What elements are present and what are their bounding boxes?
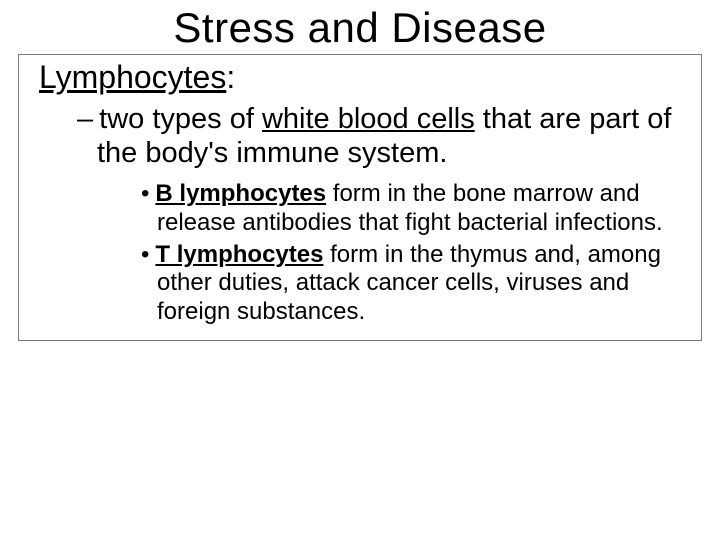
bullet-icon: •: [141, 180, 155, 207]
def-underlined: white blood cells: [262, 103, 475, 135]
term-suffix: :: [226, 59, 235, 95]
def-dash: –: [77, 103, 99, 135]
slide: Stress and Disease Lymphocytes: –two typ…: [0, 4, 720, 544]
sub-item-1: •B lymphocytes form in the bone marrow a…: [157, 180, 681, 237]
slide-title: Stress and Disease: [0, 4, 720, 52]
sub2-bold: T lymphocytes: [155, 241, 323, 268]
def-pre: two types of: [99, 103, 262, 135]
sub-item-2: •T lymphocytes form in the thymus and, a…: [157, 241, 681, 326]
term-underlined: Lymphocytes: [39, 59, 226, 95]
definition-line: –two types of white blood cells that are…: [97, 102, 681, 170]
sub1-bold: B lymphocytes: [155, 180, 326, 207]
content-box: Lymphocytes: –two types of white blood c…: [18, 54, 702, 341]
bullet-icon: •: [141, 241, 155, 268]
term-line: Lymphocytes:: [39, 59, 681, 96]
